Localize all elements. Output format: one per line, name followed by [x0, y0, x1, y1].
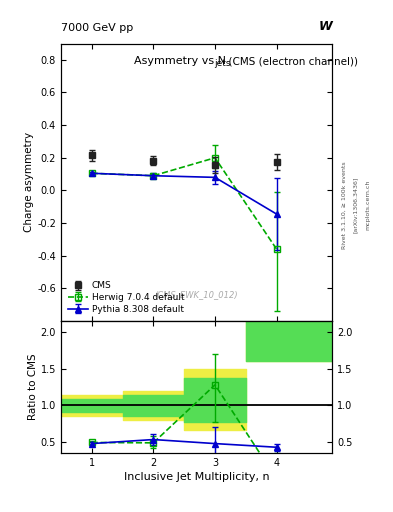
Y-axis label: Ratio to CMS: Ratio to CMS: [28, 354, 38, 420]
Text: (CMS_EWK_10_012): (CMS_EWK_10_012): [155, 290, 238, 299]
Text: W: W: [318, 20, 332, 33]
Text: Asymmetry vs N: Asymmetry vs N: [134, 56, 226, 66]
Text: (CMS (electron channel)): (CMS (electron channel)): [222, 56, 358, 66]
Text: mcplots.cern.ch: mcplots.cern.ch: [365, 180, 370, 230]
Legend: CMS, Herwig 7.0.4 default, Pythia 8.308 default: CMS, Herwig 7.0.4 default, Pythia 8.308 …: [65, 279, 187, 316]
X-axis label: Inclusive Jet Multiplicity, n: Inclusive Jet Multiplicity, n: [124, 472, 269, 482]
Text: jets: jets: [214, 59, 231, 68]
Y-axis label: Charge asymmetry: Charge asymmetry: [24, 132, 35, 232]
Text: [arXiv:1306.3436]: [arXiv:1306.3436]: [353, 177, 358, 233]
Text: Rivet 3.1.10, ≥ 100k events: Rivet 3.1.10, ≥ 100k events: [342, 161, 346, 249]
Text: 7000 GeV pp: 7000 GeV pp: [61, 23, 133, 33]
